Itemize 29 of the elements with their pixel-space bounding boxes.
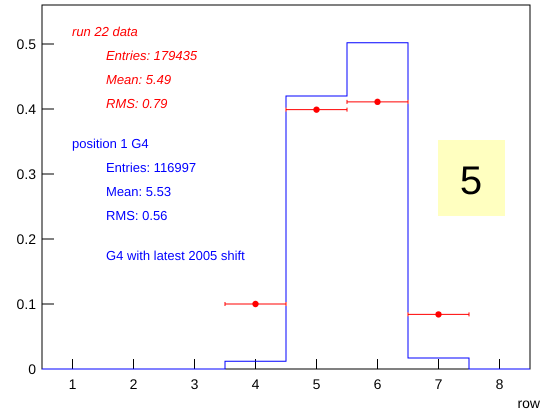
- annotation: RMS: 0.56: [106, 208, 168, 223]
- y-tick-label: 0.2: [16, 231, 36, 247]
- y-tick-label: 0.1: [16, 296, 36, 312]
- y-tick-label: 0.3: [16, 166, 36, 182]
- x-axis-title: row: [517, 395, 541, 411]
- annotation: Entries: 179435: [106, 48, 198, 63]
- annotation: 5: [460, 159, 482, 203]
- y-tick-label: 0.4: [16, 101, 36, 117]
- point: [313, 106, 320, 113]
- annotation: Entries: 116997: [106, 160, 196, 175]
- x-tick-label: 6: [374, 376, 382, 392]
- y-tick-label: 0: [28, 361, 36, 377]
- x-tick-label: 7: [434, 376, 443, 392]
- annotation: G4 with latest 2005 shift: [106, 248, 246, 263]
- point: [252, 300, 259, 308]
- x-tick-label: 5: [312, 376, 321, 392]
- point: [435, 311, 442, 318]
- point: [374, 98, 381, 106]
- x-tick-label: 1: [68, 376, 77, 392]
- text: position 1 G4: [72, 136, 149, 151]
- x-tick-label: 8: [496, 376, 504, 392]
- annotation: Mean: 5.53: [106, 184, 172, 199]
- x-tick-label: 2: [130, 376, 138, 392]
- text: run 22 data: [72, 24, 138, 39]
- annotation: Mean: 5.49: [106, 72, 172, 87]
- x-tick-label: 4: [252, 376, 260, 392]
- annotation: RMS: 0.79: [106, 96, 168, 111]
- y-tick-label: 0.5: [16, 36, 36, 52]
- x-tick-label: 3: [190, 376, 199, 392]
